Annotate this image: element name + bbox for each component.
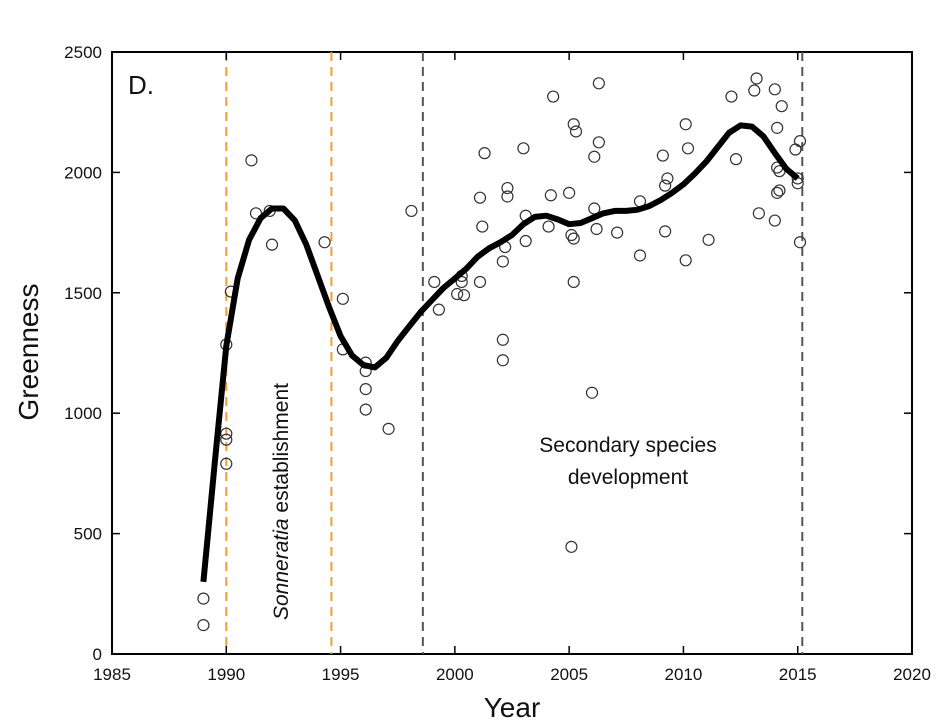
data-point — [702, 233, 715, 246]
x-tick-label: 2000 — [436, 665, 474, 684]
data-point — [793, 236, 807, 249]
data-point — [590, 222, 603, 236]
data-point — [791, 172, 804, 185]
annotation-secondary-line1: Secondary species — [539, 434, 716, 457]
data-point — [473, 191, 487, 204]
data-point — [220, 457, 233, 470]
data-point — [496, 333, 509, 346]
data-point — [773, 184, 786, 197]
x-tick-label: 2005 — [550, 665, 588, 684]
data-point — [750, 72, 763, 85]
x-tick-label: 1990 — [207, 665, 245, 684]
data-point — [585, 386, 599, 399]
data-point — [793, 134, 807, 148]
data-point — [428, 275, 441, 289]
x-axis-title: Year — [484, 692, 541, 723]
x-tick-label: 2015 — [779, 665, 817, 684]
data-point — [476, 220, 489, 233]
data-point — [501, 190, 514, 203]
x-tick-label: 1995 — [322, 665, 360, 684]
annotation-establishment-rest: establishment — [270, 383, 293, 519]
data-point — [473, 275, 487, 289]
data-point — [565, 540, 578, 553]
annotation-establishment-genus: Sonneratia — [270, 518, 293, 620]
data-point — [197, 619, 210, 632]
data-point — [567, 232, 580, 245]
annotation-establishment: Sonneratia establishment — [270, 383, 293, 620]
data-point — [789, 143, 802, 156]
data-point — [265, 238, 279, 251]
y-tick-label: 1000 — [64, 404, 102, 423]
data-point — [679, 118, 692, 131]
data-point — [451, 287, 464, 301]
x-tick-label: 1985 — [93, 665, 131, 684]
data-point — [563, 186, 576, 199]
panel-label: D. — [128, 70, 154, 100]
smoothed-trend-line — [200, 122, 800, 583]
y-axis-title: Greenness — [13, 284, 44, 421]
x-tick-label: 2010 — [665, 665, 703, 684]
annotation-secondary-line2: development — [568, 466, 688, 489]
data-point — [775, 100, 788, 113]
data-point — [748, 84, 761, 97]
data-point — [633, 249, 647, 262]
data-point — [542, 220, 555, 233]
data-point — [656, 149, 669, 162]
data-point — [791, 177, 804, 190]
data-point — [359, 403, 372, 416]
data-point — [752, 207, 765, 220]
data-point — [768, 83, 781, 96]
data-point — [592, 136, 605, 149]
data-point — [661, 172, 674, 185]
data-point — [249, 207, 263, 220]
data-point — [729, 153, 743, 166]
data-point — [681, 142, 695, 155]
data-point — [725, 90, 738, 103]
data-point — [405, 204, 418, 218]
data-point — [220, 433, 233, 446]
data-point — [659, 179, 672, 192]
data-point — [517, 142, 530, 155]
data-point — [496, 255, 509, 268]
data-point — [382, 422, 395, 435]
y-tick-label: 2000 — [64, 163, 102, 182]
plot-frame — [111, 51, 913, 655]
data-point — [318, 236, 331, 249]
data-point — [496, 354, 509, 367]
data-point — [432, 303, 445, 316]
data-point — [359, 383, 372, 396]
data-point — [569, 125, 583, 138]
data-point — [588, 150, 601, 163]
y-tick-label: 500 — [74, 525, 102, 544]
data-point — [478, 147, 491, 160]
data-point — [659, 225, 672, 238]
data-point — [565, 228, 578, 242]
data-point — [544, 189, 557, 202]
data-point — [679, 254, 692, 267]
y-tick-label: 2500 — [64, 43, 102, 62]
data-point — [567, 118, 580, 131]
data-point — [611, 226, 624, 239]
data-point — [220, 427, 233, 440]
plot-area — [111, 51, 913, 655]
data-point — [519, 234, 532, 248]
data-point — [592, 77, 605, 90]
data-point — [567, 275, 580, 289]
data-point — [245, 154, 258, 167]
data-point — [336, 292, 349, 305]
data-point — [547, 90, 560, 103]
y-tick-label: 0 — [93, 645, 102, 664]
x-tick-label: 2020 — [893, 665, 931, 684]
data-point — [501, 181, 514, 195]
data-point — [768, 214, 781, 227]
data-point — [457, 289, 471, 302]
data-point — [197, 592, 210, 605]
data-point — [771, 121, 784, 134]
y-tick-label: 1500 — [64, 284, 102, 303]
data-point — [771, 186, 784, 199]
